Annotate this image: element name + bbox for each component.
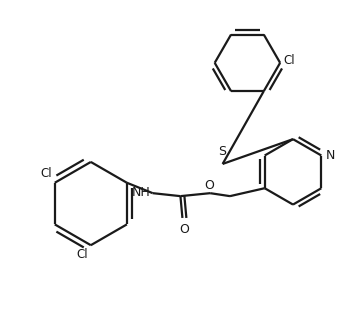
Text: N: N [325, 149, 335, 162]
Text: O: O [179, 223, 189, 236]
Text: Cl: Cl [283, 54, 295, 67]
Text: Cl: Cl [40, 167, 52, 180]
Text: S: S [218, 145, 226, 158]
Text: Cl: Cl [76, 248, 88, 261]
Text: NH: NH [132, 186, 151, 199]
Text: O: O [204, 179, 214, 192]
